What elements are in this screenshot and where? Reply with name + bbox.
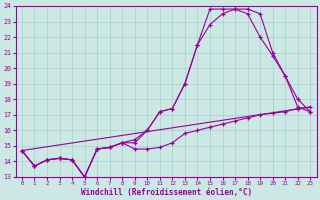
X-axis label: Windchill (Refroidissement éolien,°C): Windchill (Refroidissement éolien,°C) xyxy=(81,188,252,197)
